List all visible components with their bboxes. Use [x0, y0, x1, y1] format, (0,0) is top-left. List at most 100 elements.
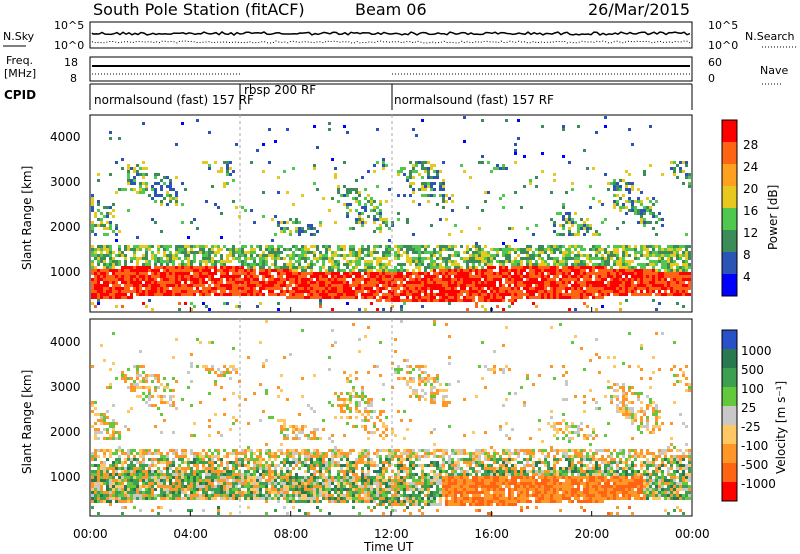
power-cb-tick-8: 8	[743, 248, 751, 262]
heatmap-cell	[328, 290, 331, 293]
heatmap-cell	[142, 167, 145, 170]
heatmap-cell	[103, 278, 106, 281]
heatmap-cell	[652, 287, 655, 290]
heatmap-cell	[211, 452, 214, 455]
heatmap-cell	[277, 482, 280, 485]
heatmap-cell	[253, 263, 256, 266]
heatmap-cell	[634, 251, 637, 254]
heatmap-cell	[301, 269, 304, 272]
heatmap-cell	[550, 245, 553, 248]
heatmap-cell	[571, 233, 574, 236]
heatmap-cell	[277, 251, 280, 254]
heatmap-cell	[283, 281, 286, 284]
heatmap-cell	[136, 371, 139, 374]
heatmap-cell	[172, 290, 175, 293]
heatmap-cell	[676, 278, 679, 281]
heatmap-cell	[445, 290, 448, 293]
heatmap-cell	[361, 275, 364, 278]
heatmap-cell	[253, 281, 256, 284]
heatmap-cell	[151, 293, 154, 296]
heatmap-cell	[451, 248, 454, 251]
heatmap-cell	[457, 296, 460, 299]
heatmap-cell	[343, 293, 346, 296]
heatmap-cell	[199, 476, 202, 479]
heatmap-cell	[151, 473, 154, 476]
heatmap-cell	[178, 458, 181, 461]
heatmap-cell	[454, 287, 457, 290]
heatmap-cell	[166, 452, 169, 455]
heatmap-cell	[445, 287, 448, 290]
heatmap-cell	[259, 290, 262, 293]
heatmap-cell	[484, 284, 487, 287]
heatmap-cell	[91, 506, 94, 509]
heatmap-cell	[124, 488, 127, 491]
heatmap-cell	[670, 266, 673, 269]
heatmap-cell	[256, 458, 259, 461]
heatmap-cell	[280, 443, 283, 446]
heatmap-cell	[649, 221, 652, 224]
heatmap-cell	[670, 257, 673, 260]
heatmap-cell	[382, 257, 385, 260]
heatmap-cell	[556, 275, 559, 278]
heatmap-cell	[451, 263, 454, 266]
heatmap-cell	[262, 473, 265, 476]
heatmap-cell	[244, 251, 247, 254]
heatmap-cell	[238, 251, 241, 254]
heatmap-cell	[109, 482, 112, 485]
heatmap-cell	[469, 254, 472, 257]
heatmap-cell	[250, 281, 253, 284]
heatmap-cell	[586, 284, 589, 287]
heatmap-cell	[577, 254, 580, 257]
heatmap-cell	[217, 512, 220, 515]
heatmap-cell	[196, 482, 199, 485]
heatmap-cell	[376, 206, 379, 209]
heatmap-cell	[169, 509, 172, 512]
heatmap-cell	[673, 287, 676, 290]
heatmap-cell	[169, 254, 172, 257]
heatmap-cell	[451, 296, 454, 299]
heatmap-cell	[427, 257, 430, 260]
heatmap-cell	[274, 257, 277, 260]
heatmap-cell	[244, 449, 247, 452]
heatmap-cell	[130, 284, 133, 287]
heatmap-cell	[214, 485, 217, 488]
heatmap-cell	[157, 458, 160, 461]
heatmap-cell	[604, 293, 607, 296]
heatmap-cell	[427, 173, 430, 176]
heatmap-cell	[244, 245, 247, 248]
heatmap-cell	[634, 284, 637, 287]
heatmap-cell	[223, 476, 226, 479]
heatmap-cell	[115, 494, 118, 497]
heatmap-cell	[472, 269, 475, 272]
heatmap-cell	[388, 290, 391, 293]
heatmap-cell	[142, 191, 145, 194]
heatmap-cell	[622, 290, 625, 293]
heatmap-cell	[640, 290, 643, 293]
heatmap-cell	[367, 245, 370, 248]
heatmap-cell	[559, 269, 562, 272]
heatmap-cell	[157, 374, 160, 377]
heatmap-cell	[661, 281, 664, 284]
heatmap-cell	[217, 488, 220, 491]
heatmap-cell	[205, 275, 208, 278]
heatmap-cell	[136, 287, 139, 290]
heatmap-cell	[91, 197, 94, 200]
heatmap-cell	[583, 272, 586, 275]
heatmap-cell	[670, 260, 673, 263]
heatmap-cell	[109, 260, 112, 263]
heatmap-cell	[151, 284, 154, 287]
heatmap-cell	[373, 221, 376, 224]
heatmap-cell	[145, 482, 148, 485]
heatmap-cell	[160, 488, 163, 491]
heatmap-cell	[418, 299, 421, 302]
heatmap-cell	[283, 473, 286, 476]
heatmap-cell	[403, 194, 406, 197]
heatmap-cell	[181, 221, 184, 224]
heatmap-cell	[430, 185, 433, 188]
heatmap-cell	[214, 449, 217, 452]
heatmap-cell	[646, 209, 649, 212]
heatmap-cell	[142, 182, 145, 185]
heatmap-cell	[247, 461, 250, 464]
heatmap-cell	[148, 491, 151, 494]
heatmap-cell	[175, 449, 178, 452]
